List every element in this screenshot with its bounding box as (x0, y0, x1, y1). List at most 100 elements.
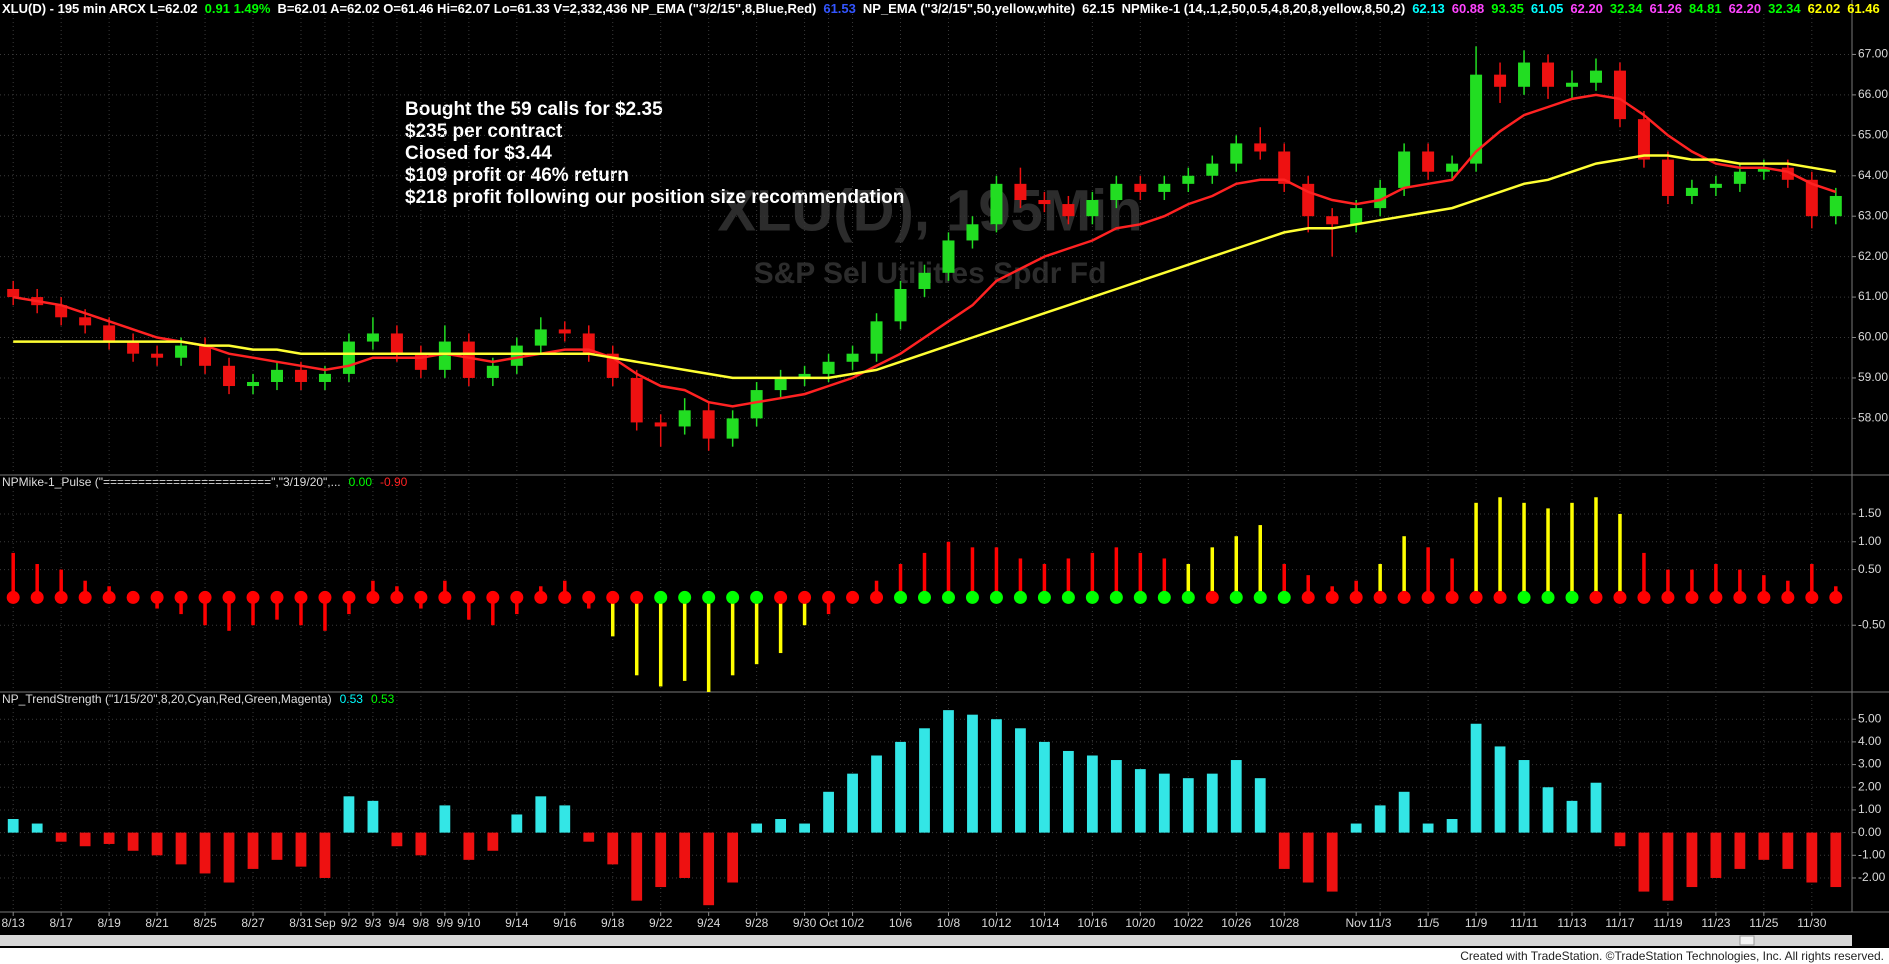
signal-dot (78, 590, 92, 604)
scrollbar[interactable] (0, 935, 1852, 946)
histogram-bar (1374, 805, 1386, 833)
candle-body (1422, 151, 1435, 172)
signal-dot (1397, 590, 1411, 604)
candle-body (1781, 167, 1794, 180)
candle-body (318, 373, 331, 382)
signal-dot (1037, 590, 1051, 604)
signal-dot (726, 590, 740, 604)
candle-body (1613, 70, 1626, 120)
histogram-bar (1302, 832, 1314, 883)
signal-dot (918, 590, 931, 604)
histogram-bar (1086, 755, 1098, 833)
candle-body (582, 333, 595, 354)
signal-dot (822, 590, 836, 604)
candle-body (127, 341, 140, 354)
candle-body (750, 390, 763, 419)
y-tick-label: 66.00 (1858, 87, 1888, 101)
x-tick-label: 10/16 (1077, 916, 1107, 930)
signal-dot (965, 590, 979, 604)
signal-dot (1109, 590, 1123, 604)
histogram-bar (1426, 547, 1430, 598)
signal-dot (486, 590, 500, 604)
histogram-bar (1254, 778, 1266, 833)
y-tick-label: 61.00 (1858, 289, 1888, 303)
histogram-bar (1446, 819, 1458, 833)
scrollbar-thumb[interactable] (1739, 935, 1755, 946)
x-tick-label: 8/13 (2, 916, 26, 930)
histogram-bar (727, 832, 739, 883)
header-item: 84.81 (1689, 1, 1722, 16)
histogram-bar (706, 597, 711, 692)
x-tick-label: 9/22 (649, 916, 673, 930)
signal-dot (126, 590, 140, 604)
y-tick-label: 59.00 (1858, 370, 1888, 384)
signal-dot (1301, 590, 1315, 604)
x-tick-label: 11/30 (1797, 916, 1826, 930)
histogram-bar (1258, 525, 1262, 598)
histogram-bar (175, 832, 187, 865)
histogram-bar (7, 819, 19, 833)
histogram-bar (1710, 832, 1722, 878)
candle-body (1134, 183, 1147, 192)
y-tick-label: 60.00 (1858, 330, 1888, 344)
signal-dot (270, 590, 284, 604)
candle-body (366, 333, 379, 342)
x-tick-label: Nov (1345, 916, 1366, 930)
histogram-bar (871, 755, 882, 833)
x-tick-label: 11/13 (1557, 916, 1586, 930)
signal-dot (174, 590, 188, 604)
histogram-bar (679, 832, 691, 878)
signal-dot (1781, 590, 1795, 604)
candle-body (822, 361, 835, 374)
histogram-bar (730, 597, 735, 676)
y-tick-label: 58.00 (1858, 411, 1888, 425)
x-tick-label: 9/28 (745, 916, 769, 930)
histogram-bar (223, 832, 235, 883)
signal-dot (366, 590, 380, 604)
histogram-bar (682, 597, 687, 681)
histogram-bar (83, 580, 87, 598)
x-tick-label: 11/25 (1749, 916, 1778, 930)
histogram-bar (1642, 552, 1646, 598)
x-tick-label: 11/9 (1465, 916, 1488, 930)
histogram-bar (319, 832, 331, 878)
candle-body (870, 321, 883, 354)
header-item: 62.20 (1729, 1, 1762, 16)
histogram-bar (922, 552, 927, 598)
y-tick-label: 1.00 (1858, 802, 1882, 816)
signal-dot (342, 590, 356, 604)
histogram-bar (31, 823, 43, 833)
candle-body (1350, 208, 1363, 225)
signal-dot (1493, 590, 1507, 604)
histogram-bar (1110, 760, 1122, 833)
header-item: 32.34 (1768, 1, 1801, 16)
candle-body (1566, 82, 1579, 87)
signal-dot (1421, 590, 1435, 604)
candle-body (438, 341, 451, 370)
candle-body (1805, 179, 1818, 217)
signal-dot (30, 590, 44, 604)
footer: Created with TradeStation. ©TradeStation… (1460, 949, 1884, 963)
candle-body (1302, 183, 1315, 217)
header: XLU(D) - 195 min ARCX L=62.02 0.91 1.49% B… (2, 1, 1880, 16)
header-item: 61.05 (1531, 1, 1564, 16)
x-tick-label: 11/11 (1510, 916, 1539, 930)
candle-body (1110, 183, 1123, 201)
histogram-bar (1782, 832, 1794, 869)
histogram-bar (1350, 823, 1362, 833)
signal-dot (1181, 590, 1195, 604)
histogram-bar (1638, 832, 1650, 892)
histogram-bar (1422, 823, 1434, 833)
candle-body (462, 341, 475, 378)
signal-dot (1085, 590, 1099, 604)
histogram-bar (1210, 547, 1215, 598)
x-tick-label: 9/3 (365, 916, 382, 930)
candle-body (1254, 143, 1267, 152)
histogram-bar (1570, 502, 1574, 598)
candle-body (654, 422, 667, 427)
candle-body (55, 305, 68, 318)
header-item: 62.02 (1808, 1, 1841, 16)
candle-body (1661, 159, 1674, 196)
